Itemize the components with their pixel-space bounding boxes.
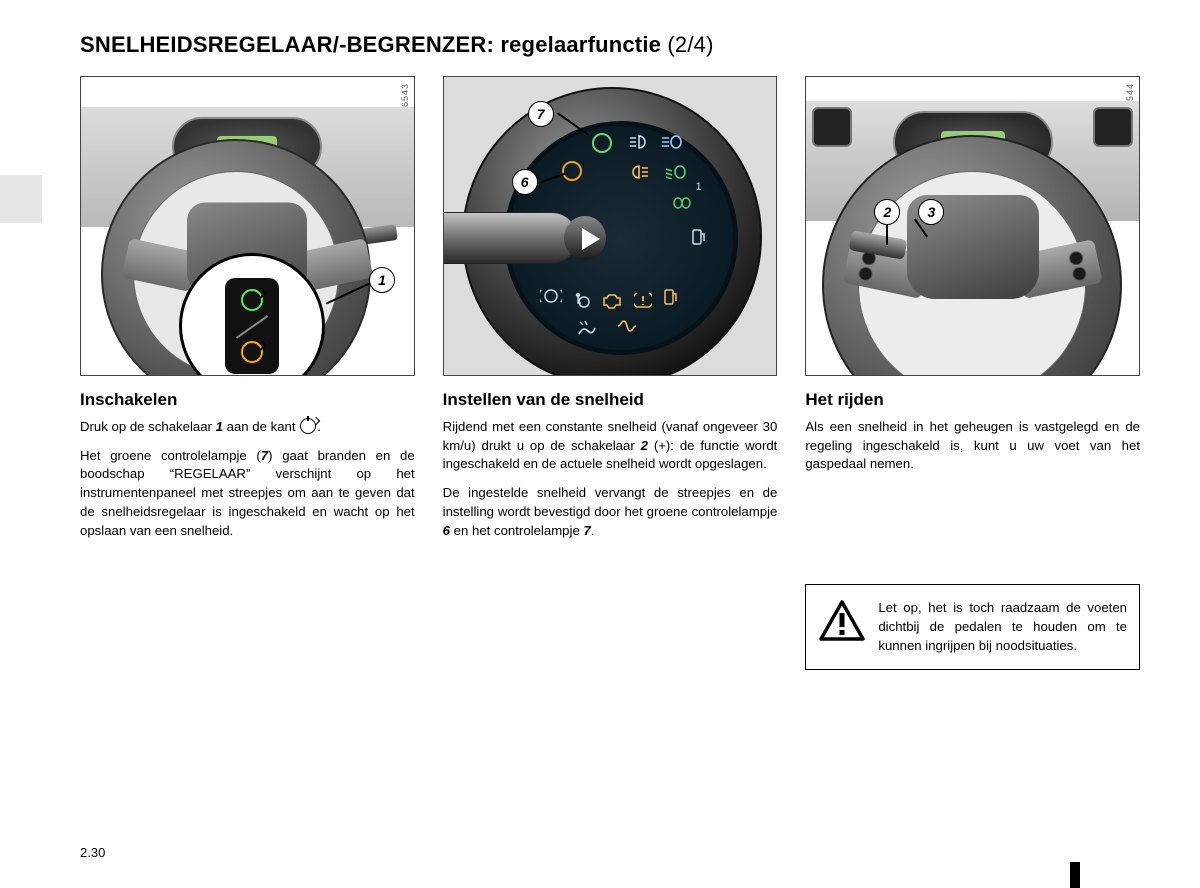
cruise-inline-icon xyxy=(300,418,316,434)
turn-signal-arrow-icon xyxy=(582,228,600,250)
rear-fog-icon xyxy=(630,165,648,179)
glow-plug-icon xyxy=(616,319,638,333)
callout-1: 1 xyxy=(369,267,395,293)
spoke-button xyxy=(1071,266,1088,283)
figure-3: 36544 1888 xyxy=(805,76,1140,376)
figure-2: 36504 1 xyxy=(443,76,778,376)
columns: 36543 1888 1 xyxy=(80,76,1140,670)
callout-6: 6 xyxy=(512,169,538,195)
high-beam-icon xyxy=(662,135,682,149)
leader-line-2 xyxy=(886,225,888,245)
column-1: 36543 1888 1 xyxy=(80,76,415,670)
page-title: SNELHEIDSREGELAAR/-BEGRENZER: regelaarfu… xyxy=(80,32,1140,58)
column-2: 36504 1 xyxy=(443,76,778,670)
abs-icon xyxy=(540,287,562,305)
para-1-2: Het groene controlelampje (7) gaat brand… xyxy=(80,447,415,541)
cruise-switch xyxy=(225,278,279,374)
figure-1: 36543 1888 1 xyxy=(80,76,415,376)
para-3-1: Als een snelheid in het geheugen is vast… xyxy=(805,418,1140,474)
manual-page: SNELHEIDSREGELAAR/-BEGRENZER: regelaarfu… xyxy=(0,0,1200,888)
tpms-icon xyxy=(634,291,652,309)
control-stalk-body xyxy=(443,212,578,264)
section-heading-1: Inschakelen xyxy=(80,390,415,410)
air-vent-left xyxy=(812,107,852,147)
cruise-icon-top xyxy=(241,289,263,311)
page-number: 2.30 xyxy=(80,845,105,860)
column-3: 36544 1888 xyxy=(805,76,1140,670)
callout-7: 7 xyxy=(528,101,554,127)
crop-mark xyxy=(1070,862,1080,888)
digit-1: 1 xyxy=(696,181,702,193)
title-part: (2/4) xyxy=(667,32,713,57)
para-1-1: Druk op de schakelaar 1 aan de kant . xyxy=(80,418,415,437)
cruise-indicator-7 xyxy=(592,133,612,153)
section-heading-3: Het rijden xyxy=(805,390,1140,410)
section-heading-2: Instellen van de snelheid xyxy=(443,390,778,410)
para-2-2: De ingestelde snelheid vervangt de stree… xyxy=(443,484,778,540)
front-fog-icon xyxy=(630,135,648,149)
airbag-icon xyxy=(572,291,590,309)
warning-box: Let op, het is toch raadzaam de voeten d… xyxy=(805,584,1140,670)
low-beam-icon xyxy=(666,165,686,179)
esc-icon xyxy=(576,319,598,337)
warning-text: Let op, het is toch raadzaam de voeten d… xyxy=(878,599,1127,655)
air-vent-right xyxy=(1093,107,1133,147)
side-lights-icon xyxy=(672,197,692,209)
limiter-indicator-6 xyxy=(562,161,582,181)
title-main: SNELHEIDSREGELAAR/-BEGRENZER: regelaarfu… xyxy=(80,32,667,57)
para-2-1: Rijdend met een constante snelheid (vana… xyxy=(443,418,778,474)
engine-icon xyxy=(602,293,622,309)
limiter-icon-bottom xyxy=(241,341,263,363)
spoke-button xyxy=(1068,250,1085,267)
fuel-icon xyxy=(692,227,706,245)
warning-triangle-icon xyxy=(818,599,866,643)
spoke-button xyxy=(858,266,875,283)
low-fuel-icon xyxy=(664,287,678,305)
